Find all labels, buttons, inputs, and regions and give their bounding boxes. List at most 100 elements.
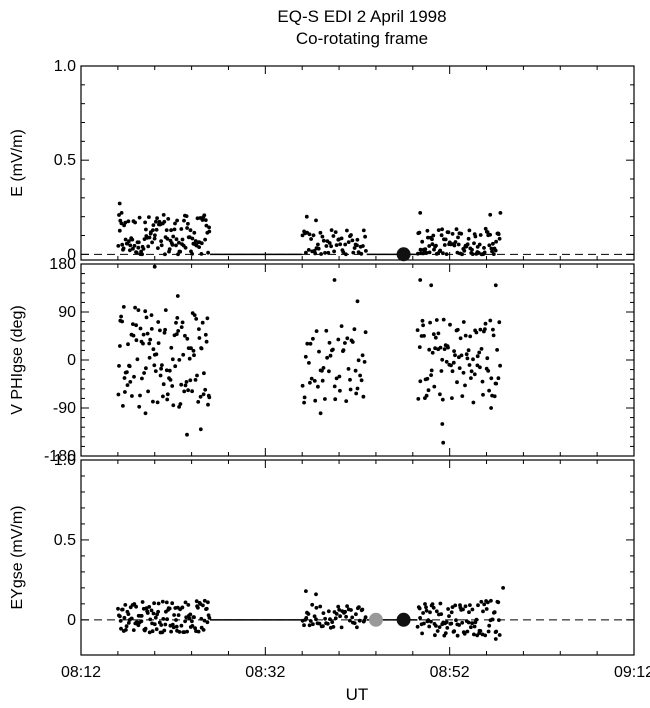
data-point: [135, 357, 140, 362]
y-tick-label: 0.5: [54, 152, 76, 169]
data-point: [181, 352, 186, 357]
data-point: [324, 328, 329, 333]
data-point: [362, 360, 367, 364]
data-point: [474, 330, 479, 335]
data-point: [475, 354, 480, 359]
data-point: [466, 620, 471, 625]
data-point: [119, 221, 124, 226]
data-point: [307, 361, 311, 365]
data-point: [350, 340, 355, 344]
data-point: [134, 323, 139, 328]
data-point: [165, 236, 170, 241]
data-point: [190, 389, 195, 394]
data-point: [190, 619, 194, 624]
data-point: [354, 612, 358, 617]
data-point: [493, 283, 498, 288]
data-point: [472, 241, 476, 246]
data-point: [497, 633, 502, 637]
data-point: [204, 339, 209, 344]
data-point: [309, 237, 313, 241]
data-point: [131, 246, 135, 251]
data-point: [123, 390, 127, 394]
data-point: [345, 336, 350, 341]
data-point: [142, 371, 147, 375]
data-point: [427, 624, 432, 629]
data-point: [455, 250, 460, 255]
data-point: [156, 609, 161, 614]
data-point: [206, 250, 211, 255]
data-point: [329, 228, 334, 233]
data-point: [186, 603, 191, 607]
data-point: [127, 364, 132, 369]
data-point: [137, 404, 142, 409]
data-point: [452, 629, 457, 634]
data-point: [140, 376, 144, 381]
data-point: [476, 603, 480, 608]
x-tick-label: 08:32: [245, 664, 285, 681]
data-point: [125, 370, 129, 374]
data-point: [439, 612, 444, 616]
data-point: [136, 245, 141, 250]
data-point: [467, 363, 472, 367]
data-point: [151, 611, 156, 616]
data-point: [436, 331, 441, 336]
data-point: [202, 213, 207, 218]
data-point: [186, 221, 190, 226]
data-point: [494, 381, 499, 386]
data-point: [441, 440, 446, 445]
data-point: [180, 605, 185, 610]
data-point: [442, 243, 447, 247]
data-point: [459, 231, 464, 236]
data-point: [320, 234, 325, 239]
data-point: [491, 333, 496, 338]
data-point: [117, 201, 122, 206]
data-point: [331, 234, 336, 238]
data-point: [423, 247, 428, 252]
data-point: [362, 618, 367, 623]
data-point: [159, 366, 164, 371]
data-point: [360, 353, 365, 358]
data-point: [484, 607, 489, 611]
data-point: [477, 350, 482, 355]
data-point: [497, 236, 502, 241]
data-point: [341, 348, 346, 352]
data-point: [166, 217, 171, 221]
data-point: [162, 219, 167, 224]
data-point: [338, 242, 343, 247]
data-point: [325, 355, 329, 360]
data-point: [127, 248, 132, 253]
data-point: [485, 356, 490, 361]
data-point: [144, 315, 149, 320]
data-point: [174, 320, 178, 325]
data-point: [467, 228, 472, 233]
data-point: [193, 626, 198, 631]
data-point: [173, 221, 177, 226]
data-point: [123, 237, 128, 242]
data-point: [320, 368, 324, 373]
data-point: [308, 380, 312, 385]
data-point: [314, 617, 318, 622]
data-point: [465, 356, 470, 361]
data-point: [498, 363, 502, 368]
data-point: [430, 350, 435, 355]
data-point: [167, 368, 172, 373]
data-point: [307, 623, 312, 628]
data-point: [424, 393, 429, 398]
data-point: [313, 251, 318, 256]
data-point: [309, 376, 314, 381]
data-point: [184, 214, 189, 219]
data-point: [176, 252, 180, 257]
data-point: [204, 223, 209, 228]
data-point: [161, 617, 166, 621]
data-point: [131, 322, 135, 326]
data-point: [481, 609, 485, 614]
data-point: [170, 384, 175, 388]
data-point: [361, 244, 365, 248]
data-point: [488, 318, 493, 323]
data-point: [337, 374, 342, 379]
data-point: [321, 238, 326, 243]
data-point: [156, 341, 161, 345]
data-point: [348, 377, 352, 382]
data-point: [167, 247, 172, 252]
data-point: [148, 337, 153, 342]
